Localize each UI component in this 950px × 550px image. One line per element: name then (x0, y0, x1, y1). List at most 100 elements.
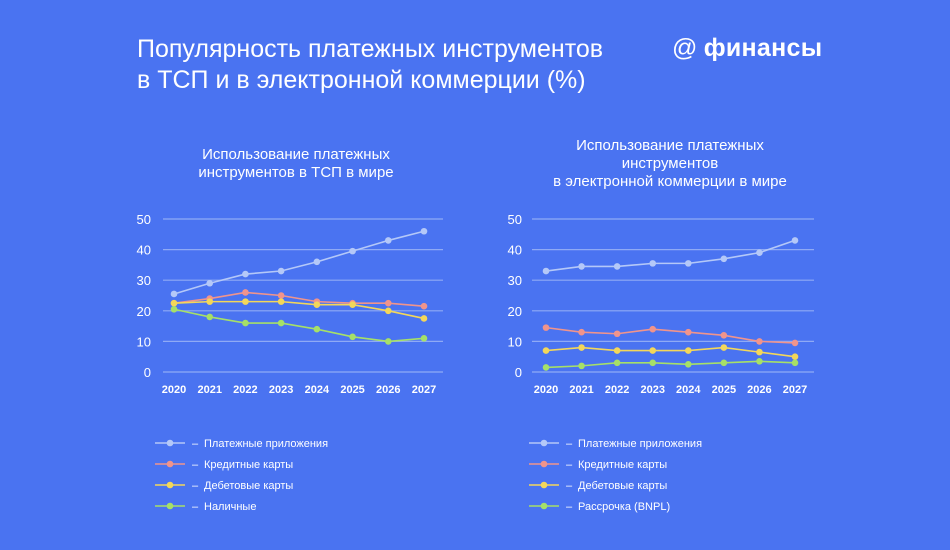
chart-1-data-point (313, 301, 321, 308)
chart-2-data-point (542, 267, 550, 275)
chart-2-legend-label: Дебетовые карты (578, 480, 667, 492)
chart-1-data-point (384, 299, 392, 307)
chart-1-legend-swatch-dot (166, 439, 174, 447)
chart-2-legend-dash: – (566, 459, 573, 471)
chart-2-series-line (545, 326, 796, 344)
chart-2-x-tick-label: 2025 (712, 384, 736, 396)
chart-2-data-point (578, 362, 585, 370)
chart-2-y-tick-label: 20 (508, 304, 522, 319)
chart-1-legend-label: Платежные приложения (204, 438, 328, 450)
chart-2-x-tick-label: 2022 (605, 384, 629, 396)
chart-2-data-point (542, 364, 550, 371)
chart-2-series-line (545, 346, 796, 358)
chart-2-legend-dash: – (566, 501, 573, 513)
chart-2-y-tick-label: 10 (508, 334, 522, 349)
chart-2-data-point (684, 361, 692, 368)
chart-2-legend-swatch-dot (540, 460, 548, 468)
chart-1-data-point (206, 298, 214, 305)
chart-1-data-point (349, 333, 356, 341)
chart-2-series-line (545, 360, 796, 369)
chart-1-legend-label: Дебетовые карты (204, 480, 293, 492)
chart-2-title-line-1: Использование платежных (576, 137, 764, 154)
chart-1-data-point (242, 270, 249, 278)
chart-2-legend-dash: – (566, 480, 573, 492)
chart-1-data-point (420, 227, 428, 235)
chart-2-y-tick-label: 50 (508, 212, 522, 227)
chart-2-data-point (684, 347, 692, 354)
chart-1-data-point (277, 292, 285, 299)
chart-2-legend-swatch-dot (540, 502, 548, 510)
chart-2-legend-label: Платежные приложения (578, 438, 702, 450)
chart-2-legend-label: Рассрочка (BNPL) (578, 501, 670, 513)
chart-1-x-tick-label: 2021 (197, 384, 221, 396)
chart-1-legend-swatch-dot (166, 481, 174, 489)
chart-2-data-point (542, 324, 550, 331)
chart-1-y-tick-label: 20 (137, 304, 151, 319)
chart-1-data-point (170, 290, 178, 298)
chart-1-title: Использование платежных инструментов в Т… (146, 146, 446, 182)
chart-1-legend-label: Кредитные карты (204, 459, 293, 471)
chart-1-y-tick-label: 0 (144, 365, 151, 380)
chart-2-data-point (791, 237, 799, 244)
chart-2-x-tick-label: 2021 (569, 384, 593, 396)
chart-2-data-point (578, 344, 585, 351)
chart-1-title-line-2: инструментов в ТСП в мире (198, 164, 394, 181)
chart-2-data-point (791, 353, 799, 361)
chart-1-y-tick-label: 50 (137, 212, 151, 227)
chart-1-x-tick-label: 2026 (376, 384, 400, 396)
chart-2-data-point (756, 348, 763, 356)
chart-1-data-point (242, 289, 249, 296)
chart-1-data-point (277, 267, 285, 275)
chart-2-y-tick-label: 30 (508, 273, 522, 288)
chart-2-data-point (720, 255, 728, 263)
chart-2-data-point (720, 331, 728, 339)
chart-1-legend-swatch-dot (166, 460, 174, 468)
chart-2-data-point (649, 260, 657, 267)
chart-1-data-point (313, 258, 321, 266)
chart-1-data-point (277, 298, 285, 305)
chart-2-data-point (613, 347, 621, 354)
brand-name: финансы (703, 34, 823, 62)
chart-1-data-point (384, 237, 392, 244)
chart-1-x-tick-label: 2027 (412, 384, 436, 396)
chart-1-x-tick-label: 2022 (233, 384, 257, 396)
chart-1-legend-dash: – (192, 438, 199, 450)
chart-1-data-point (420, 315, 428, 322)
chart-1-data-point (242, 319, 249, 327)
chart-1-x-tick-label: 2025 (340, 384, 364, 396)
chart-2-x-tick-label: 2026 (747, 384, 771, 396)
chart-2-data-point (684, 328, 692, 336)
chart-2-legend-dash: – (566, 438, 573, 450)
chart-2-data-point (756, 338, 763, 345)
chart-2-series-line (545, 239, 796, 272)
chart-2-data-point (791, 339, 799, 347)
chart-2-legend-swatch-dot (540, 481, 548, 489)
chart-1-data-point (170, 299, 178, 307)
chart-2-x-tick-label: 2024 (676, 384, 701, 396)
chart-1-y-tick-label: 10 (137, 334, 151, 349)
chart-2-data-point (649, 325, 657, 333)
chart-1-x-tick-label: 2020 (162, 384, 186, 396)
chart-2-x-tick-label: 2027 (783, 384, 807, 396)
chart-2-data-point (649, 359, 657, 367)
chart-1-legend-dash: – (192, 501, 199, 513)
chart-2-y-tick-label: 40 (508, 243, 522, 258)
chart-1-data-point (206, 313, 214, 321)
chart-1-x-tick-label: 2023 (269, 384, 293, 396)
chart-1-series-line (173, 291, 425, 308)
chart-1-data-point (384, 307, 392, 315)
chart-1-title-line-1: Использование платежных (202, 146, 390, 163)
chart-1-legend-dash: – (192, 480, 199, 492)
chart-2-title-line-2: инструментов (621, 155, 719, 172)
chart-2-data-point (720, 359, 728, 367)
chart-2-data-point (756, 357, 763, 365)
chart-2-data-point (613, 330, 621, 338)
chart-2-data-point (684, 260, 692, 267)
chart-1-y-tick-label: 40 (137, 243, 151, 258)
chart-2-data-point (756, 249, 763, 256)
chart-2-title-line-3: в электронной коммерции в мире (553, 173, 787, 190)
chart-2-data-point (649, 347, 657, 354)
chart-2-data-point (720, 344, 728, 351)
chart-2-x-tick-label: 2023 (640, 384, 664, 396)
chart-2-data-point (613, 263, 621, 270)
